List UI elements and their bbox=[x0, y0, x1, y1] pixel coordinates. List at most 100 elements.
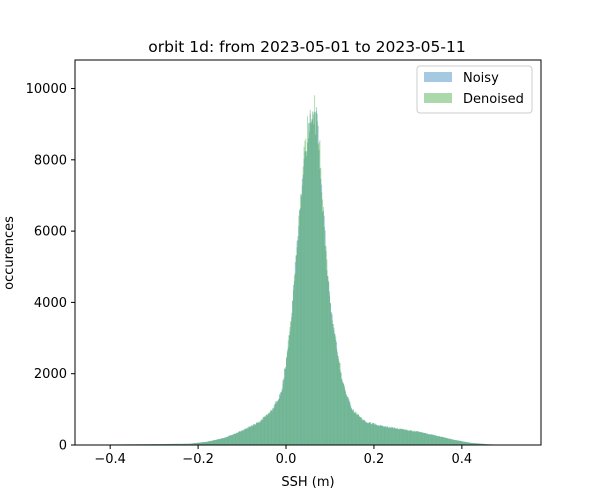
histogram-bar bbox=[459, 440, 461, 445]
histogram-bar bbox=[292, 300, 294, 445]
histogram-bar bbox=[173, 443, 175, 445]
histogram-bar bbox=[365, 421, 367, 445]
histogram-bar bbox=[290, 322, 292, 445]
histogram-bar bbox=[169, 443, 171, 445]
histogram-bar bbox=[284, 368, 286, 445]
histogram-bar bbox=[385, 427, 387, 445]
histogram-bar bbox=[474, 443, 476, 445]
histogram-bar bbox=[276, 401, 278, 445]
histogram-bar bbox=[192, 443, 194, 445]
histogram-bar bbox=[373, 423, 374, 445]
histogram-bar bbox=[239, 431, 241, 445]
histogram-bar bbox=[382, 426, 384, 445]
histogram-bar bbox=[341, 378, 343, 445]
histogram-bar bbox=[199, 442, 201, 445]
histogram-bar bbox=[320, 178, 322, 445]
histogram-bar bbox=[319, 168, 321, 445]
histogram-bar bbox=[347, 397, 349, 445]
histogram-bar bbox=[380, 425, 382, 445]
histogram-bar bbox=[256, 422, 258, 445]
histogram-bar bbox=[370, 424, 372, 445]
histogram-bar bbox=[162, 443, 164, 445]
histogram-bar bbox=[184, 443, 186, 445]
histogram-bar bbox=[344, 391, 346, 445]
histogram-bar bbox=[294, 273, 296, 445]
histogram-bar bbox=[446, 437, 447, 445]
histogram-bar bbox=[378, 425, 380, 445]
histogram-bar bbox=[216, 439, 218, 445]
histogram-bar bbox=[177, 443, 179, 445]
histogram-bar bbox=[454, 440, 456, 445]
histogram-bar bbox=[251, 426, 253, 445]
histogram-bar bbox=[414, 430, 416, 445]
histogram-bar bbox=[257, 422, 258, 445]
histogram-bar bbox=[319, 140, 321, 445]
histogram-bar bbox=[325, 250, 327, 445]
histogram-bar bbox=[309, 113, 311, 446]
histogram-bar bbox=[250, 426, 252, 445]
y-axis-label: occurences bbox=[2, 216, 17, 290]
legend-swatch-noisy bbox=[424, 72, 452, 82]
histogram-bar bbox=[175, 443, 177, 445]
histogram-bar bbox=[453, 440, 455, 445]
histogram-bar bbox=[359, 417, 361, 445]
histogram-bar bbox=[291, 317, 293, 445]
histogram-bar bbox=[233, 434, 235, 445]
histogram-bar bbox=[393, 428, 395, 445]
histogram-bar bbox=[412, 430, 414, 445]
histogram-bar bbox=[368, 422, 370, 445]
y-axis: 0 2000 4000 6000 8000 10000 bbox=[26, 82, 75, 454]
histogram-bar bbox=[376, 425, 378, 445]
histogram-bar bbox=[395, 428, 396, 445]
x-tick-label: 0.0 bbox=[276, 452, 297, 467]
histogram-bar bbox=[396, 428, 398, 445]
histogram-bar bbox=[476, 443, 478, 445]
histogram-bar bbox=[262, 419, 264, 445]
histogram-bar bbox=[378, 425, 380, 445]
y-tick-label: 4000 bbox=[34, 296, 67, 311]
histogram-bar bbox=[417, 431, 418, 445]
histogram-bar bbox=[313, 114, 315, 445]
histogram-bar bbox=[418, 431, 420, 445]
histogram-bar bbox=[475, 443, 477, 445]
histogram-bar bbox=[307, 116, 309, 445]
histogram-bar bbox=[303, 159, 305, 445]
histogram-bar bbox=[479, 443, 481, 445]
histogram-bar bbox=[176, 443, 178, 445]
histogram-bar bbox=[474, 443, 476, 445]
histogram-bar bbox=[206, 441, 207, 445]
histogram-bar bbox=[426, 433, 428, 445]
histogram-bar bbox=[450, 439, 452, 445]
histogram-bar bbox=[188, 443, 190, 445]
histogram-bar bbox=[432, 435, 434, 445]
histogram-bar bbox=[431, 434, 433, 445]
histogram-bar bbox=[445, 437, 447, 445]
histogram-bar bbox=[436, 436, 438, 445]
histogram-bar bbox=[338, 362, 340, 445]
legend-swatch-denoised bbox=[424, 93, 452, 103]
histogram-bar bbox=[349, 401, 351, 445]
histogram-bar bbox=[472, 443, 474, 445]
histogram-bar bbox=[400, 428, 402, 445]
histogram-bar bbox=[407, 430, 409, 445]
histogram-bar bbox=[356, 414, 358, 445]
histogram-bar bbox=[245, 428, 247, 445]
histogram-bar bbox=[471, 443, 473, 445]
histogram-bar bbox=[415, 431, 417, 445]
histogram-bar bbox=[235, 432, 237, 445]
histogram-bar bbox=[281, 390, 283, 445]
histogram-bar bbox=[431, 434, 433, 445]
legend: Noisy Denoised bbox=[416, 65, 533, 114]
histogram-bar bbox=[339, 363, 341, 445]
histogram-bar bbox=[366, 423, 367, 445]
histogram-bar bbox=[424, 432, 425, 445]
histogram-bar bbox=[306, 151, 308, 446]
histogram-bar bbox=[244, 428, 246, 445]
histogram-bar bbox=[454, 439, 456, 445]
histogram-bar bbox=[360, 417, 362, 445]
histogram-bar bbox=[351, 409, 353, 445]
histogram-bar bbox=[307, 142, 309, 446]
histogram-bar bbox=[350, 404, 352, 445]
histogram-bar bbox=[394, 427, 396, 445]
histogram-bar bbox=[210, 441, 212, 445]
